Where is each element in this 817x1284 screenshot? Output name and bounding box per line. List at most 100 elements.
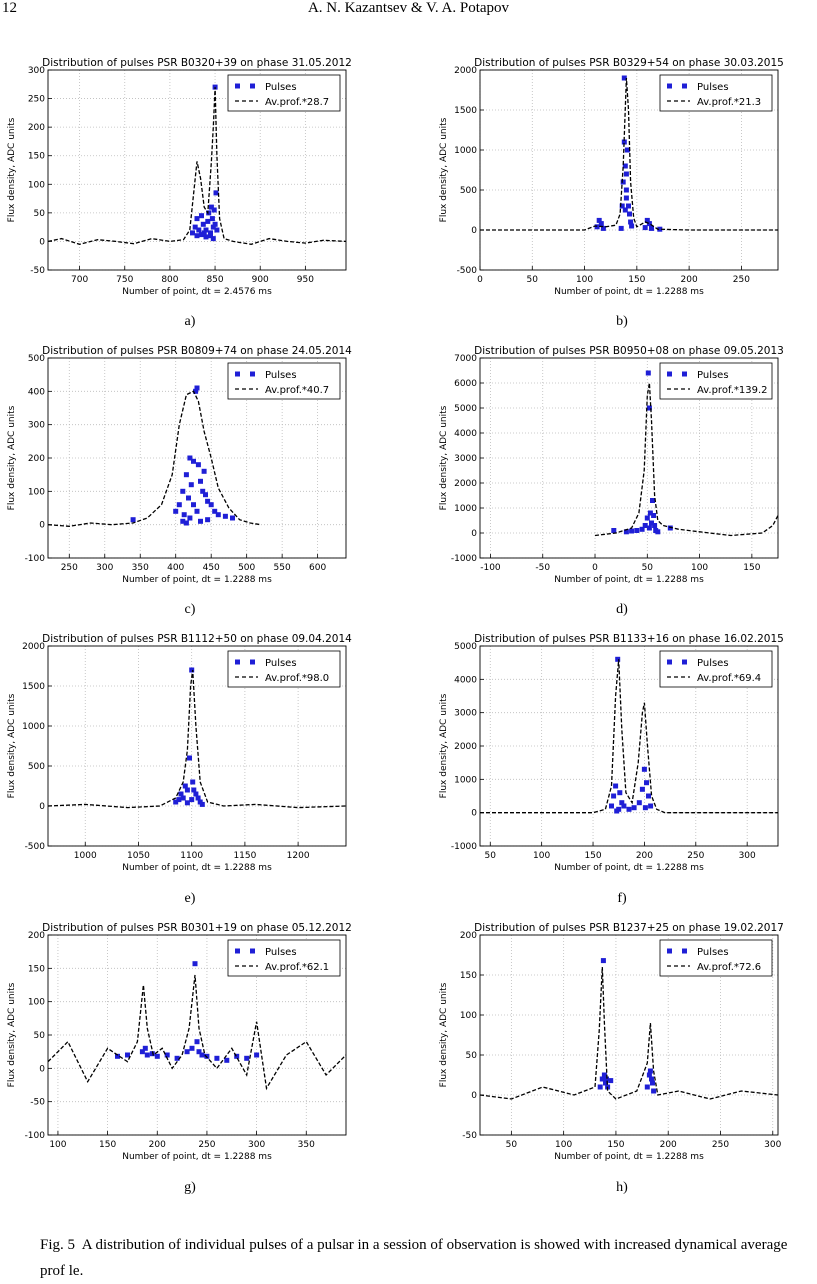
pulse-point <box>184 1049 190 1055</box>
y-tick-label: 500 <box>28 354 45 364</box>
pulse-point <box>192 224 198 230</box>
pulse-point <box>139 1049 145 1055</box>
pulse-point <box>205 498 211 504</box>
plot-area <box>480 75 778 232</box>
x-tick-label: 100 <box>691 563 708 573</box>
y-tick-label: -50 <box>30 266 45 276</box>
y-tick-label: 7000 <box>454 354 477 364</box>
pulse-point <box>623 529 629 535</box>
pulse-point <box>183 520 189 526</box>
y-tick-label: 3000 <box>454 709 477 719</box>
x-tick-label: 100 <box>555 1140 572 1150</box>
pulse-point <box>609 803 614 809</box>
pulse-point <box>180 488 186 494</box>
x-tick-label: -100 <box>480 563 501 573</box>
pulse-point <box>199 213 204 219</box>
y-tick-label: 1000 <box>22 722 45 732</box>
y-tick-label: 400 <box>28 387 45 397</box>
x-tick-label: 950 <box>297 275 314 285</box>
x-tick-label: 150 <box>628 275 645 285</box>
pulse-point <box>628 219 634 225</box>
y-tick-label: -500 <box>25 842 46 852</box>
y-tick-label: 100 <box>460 1011 477 1021</box>
pulse-point <box>208 502 214 508</box>
legend-label: Av.prof.*69.4 <box>697 673 761 684</box>
pulse-point <box>196 227 202 233</box>
pulse-point <box>205 218 211 224</box>
pulse-point <box>212 508 218 514</box>
legend-label: Av.prof.*98.0 <box>265 673 329 684</box>
legend-label: Av.prof.*72.6 <box>697 962 761 973</box>
pulse-point <box>629 223 635 229</box>
pulse-point <box>182 783 188 789</box>
x-tick-label: 600 <box>309 563 326 573</box>
panel-label: g) <box>184 1180 196 1195</box>
pulse-point <box>644 780 649 786</box>
pulse-point <box>647 1068 653 1074</box>
pulse-point <box>615 656 621 662</box>
y-tick-label: 150 <box>28 152 45 162</box>
pulse-point <box>201 468 207 474</box>
y-tick-label: 0 <box>39 521 45 531</box>
y-tick-label: 200 <box>28 454 45 464</box>
y-axis-label: Flux density, ADC units <box>7 982 17 1087</box>
running-head: A. N. Kazantsev & V. A. Potapov <box>307 0 510 16</box>
pulse-point <box>642 805 648 811</box>
y-tick-label: 2000 <box>454 66 477 76</box>
x-tick-label: 350 <box>298 1140 315 1150</box>
page-number: 12 <box>2 0 17 16</box>
x-axis-label: Number of point, dt = 1.2288 ms <box>554 1152 704 1162</box>
pulse-point <box>125 1052 130 1058</box>
pulse-point <box>194 508 200 514</box>
legend: Pulses Av.prof.*69.4 <box>659 650 773 688</box>
legend-point-marker <box>235 948 240 954</box>
x-tick-label: -50 <box>535 563 550 573</box>
legend-point-marker <box>682 371 687 377</box>
pulse-point <box>619 203 625 209</box>
y-tick-label: 0 <box>39 1064 45 1074</box>
pulse-point <box>142 1045 148 1051</box>
legend-point-marker <box>682 948 687 954</box>
chart-panel: Distribution of pulses PSR B0301+19 on p… <box>7 922 352 1162</box>
x-tick-label: 50 <box>642 563 654 573</box>
pulse-point <box>203 227 209 233</box>
pulse-point <box>144 1052 150 1058</box>
x-tick-label: 50 <box>485 851 497 861</box>
y-tick-label: 100 <box>28 998 45 1008</box>
pulse-point <box>189 1045 195 1051</box>
pulse-point <box>203 492 208 498</box>
axes-frame <box>479 69 779 271</box>
x-tick-label: 250 <box>61 563 78 573</box>
pulse-point <box>154 1053 160 1059</box>
y-axis-label: Flux density, ADC units <box>7 693 17 798</box>
pulse-point <box>222 513 228 519</box>
pulse-point <box>174 1055 180 1061</box>
pulse-point <box>645 370 651 376</box>
y-axis-label: Flux density, ADC units <box>439 405 449 510</box>
plot-area <box>48 667 346 809</box>
pulse-point <box>176 502 182 508</box>
pulse-point <box>195 462 201 468</box>
x-tick-label: 200 <box>660 1140 677 1150</box>
legend-box <box>659 74 773 112</box>
pulse-point <box>649 520 654 526</box>
chart-panel: Distribution of pulses PSR B0950+08 on p… <box>439 345 784 585</box>
y-tick-label: 300 <box>28 421 45 431</box>
x-tick-label: 250 <box>687 851 704 861</box>
y-axis-label: Flux density, ADC units <box>439 693 449 798</box>
legend-point-marker <box>250 83 255 89</box>
y-tick-label: 4000 <box>454 429 477 439</box>
y-tick-label: 50 <box>34 209 46 219</box>
chart-panel: Distribution of pulses PSR B0320+39 on p… <box>7 57 352 297</box>
y-tick-label: 50 <box>466 1051 478 1061</box>
pulse-point <box>214 1055 220 1061</box>
y-tick-label: 1000 <box>454 504 477 514</box>
pulse-point <box>600 958 606 964</box>
pulse-point <box>194 233 200 239</box>
x-axis-label: Number of point, dt = 1.2288 ms <box>122 863 272 873</box>
legend-label: Pulses <box>697 370 729 381</box>
x-tick-label: 750 <box>116 275 133 285</box>
x-tick-label: 450 <box>203 563 220 573</box>
legend-point-marker <box>682 659 687 665</box>
